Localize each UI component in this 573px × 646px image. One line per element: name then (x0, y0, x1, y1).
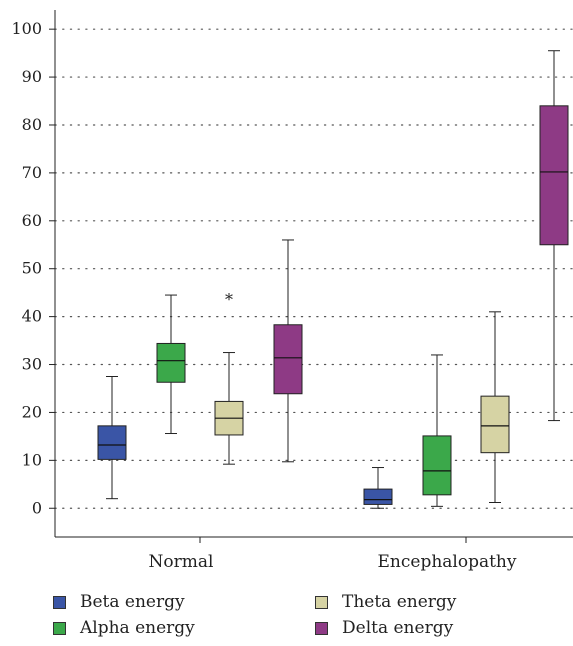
boxes: * (97, 50, 569, 509)
axes: 0 10 20 30 40 50 60 70 80 90 100 Normal Encephalopat… (11, 10, 573, 572)
y-tick-label-60: 60 (22, 211, 42, 230)
box-plot-chart: 0 10 20 30 40 50 60 70 80 90 100 Normal Encephalopat… (11, 10, 573, 572)
box-alpha-energy-normal (156, 294, 186, 435)
box-delta-energy-normal (273, 239, 303, 463)
y-tick-label-10: 10 (22, 450, 42, 469)
legend-item-alpha: Alpha energy (53, 618, 195, 638)
box-alpha-energy-encephalopathy (422, 354, 452, 507)
legend-swatch-theta (315, 595, 328, 609)
y-tick-label-40: 40 (22, 307, 42, 326)
legend-label-beta: Beta energy (80, 592, 185, 612)
legend-swatch-beta (53, 595, 66, 609)
y-tick-label-0: 0 (32, 498, 42, 517)
box-iqr (539, 105, 569, 246)
legend: Beta energy Alpha energy Theta energy De… (0, 592, 573, 646)
legend-swatch-alpha (53, 621, 66, 635)
y-tick-label-50: 50 (22, 259, 42, 278)
box-iqr (156, 342, 186, 383)
legend-item-beta: Beta energy (53, 592, 185, 612)
y-tick-label-80: 80 (22, 115, 42, 134)
box-beta-energy-normal (97, 376, 127, 500)
legend-label-alpha: Alpha energy (80, 618, 195, 638)
x-tick-label-encephalopathy: Encephalopathy (378, 552, 517, 572)
box-iqr (273, 324, 303, 395)
y-tick-label-90: 90 (22, 67, 42, 86)
outlier-marker-0: * (225, 290, 233, 309)
box-iqr (97, 425, 127, 460)
box-iqr (363, 488, 393, 505)
y-tick-label-30: 30 (22, 355, 42, 374)
y-tick-label-20: 20 (22, 402, 42, 421)
legend-label-theta: Theta energy (342, 592, 457, 612)
y-tick-label-100: 100 (11, 19, 42, 38)
legend-swatch-delta (315, 621, 328, 635)
grid-lines (54, 28, 573, 509)
box-theta-energy-normal: * (214, 290, 244, 465)
box-iqr (480, 395, 510, 454)
x-tick-label-normal: Normal (149, 552, 214, 572)
box-beta-energy-encephalopathy (363, 467, 393, 509)
legend-item-delta: Delta energy (315, 618, 453, 638)
y-tick-label-70: 70 (22, 163, 42, 182)
legend-item-theta: Theta energy (315, 592, 456, 612)
box-delta-energy-encephalopathy (539, 50, 569, 422)
box-theta-energy-encephalopathy (480, 311, 510, 504)
box-iqr (422, 435, 452, 496)
legend-label-delta: Delta energy (342, 618, 454, 638)
